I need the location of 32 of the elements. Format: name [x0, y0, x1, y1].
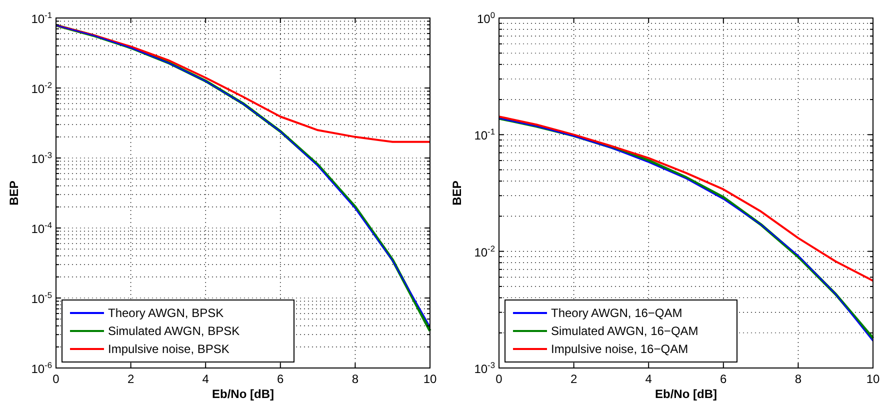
- x-tick-label: 4: [202, 372, 210, 386]
- x-tick-label: 6: [720, 372, 728, 386]
- y-axis-title: BEP: [450, 180, 464, 206]
- legend-label: Simulated AWGN, BPSK: [108, 324, 240, 338]
- y-tick-label: 10$^{-1}$: [474, 126, 496, 143]
- x-tick-label: 6: [277, 372, 284, 386]
- legend-label: Simulated AWGN, 16−QAM: [551, 324, 698, 338]
- legend-label: Impulsive noise, 16−QAM: [551, 342, 688, 356]
- y-tick-label: 10$^{-4}$: [31, 220, 52, 236]
- x-tick-label: 10: [423, 372, 437, 386]
- legend-label: Theory AWGN, 16−QAM: [551, 306, 682, 320]
- y-tick-label: 10$^{-3}$: [474, 360, 496, 376]
- y-axis-title: BEP: [7, 180, 21, 206]
- y-tick-label: 10$^{-1}$: [31, 10, 52, 26]
- x-tick-label: 8: [794, 372, 802, 386]
- x-tick-label: 4: [645, 372, 652, 386]
- x-tick-label: 0: [496, 372, 503, 386]
- y-tick-label: 10$^{-3}$: [31, 150, 52, 166]
- x-tick-label: 2: [570, 372, 578, 386]
- y-tick-label: 10$^{-2}$: [31, 80, 52, 96]
- y-tick-label: 10$^{0}$: [476, 10, 496, 26]
- y-tick-label: 10$^{-5}$: [31, 290, 52, 306]
- x-tick-label: 10: [866, 372, 880, 386]
- x-axis-title: Eb/No [dB]: [212, 387, 274, 401]
- x-axis-title: Eb/No [dB]: [655, 387, 717, 401]
- x-tick-label: 2: [127, 372, 134, 386]
- x-tick-label: 8: [352, 372, 359, 386]
- y-tick-label: 10$^{-6}$: [31, 360, 52, 376]
- legend-label: Impulsive noise, BPSK: [108, 342, 230, 356]
- legend-label: Theory AWGN, BPSK: [108, 306, 224, 320]
- x-tick-label: 0: [52, 372, 60, 386]
- y-tick-label: 10$^{-2}$: [474, 243, 496, 260]
